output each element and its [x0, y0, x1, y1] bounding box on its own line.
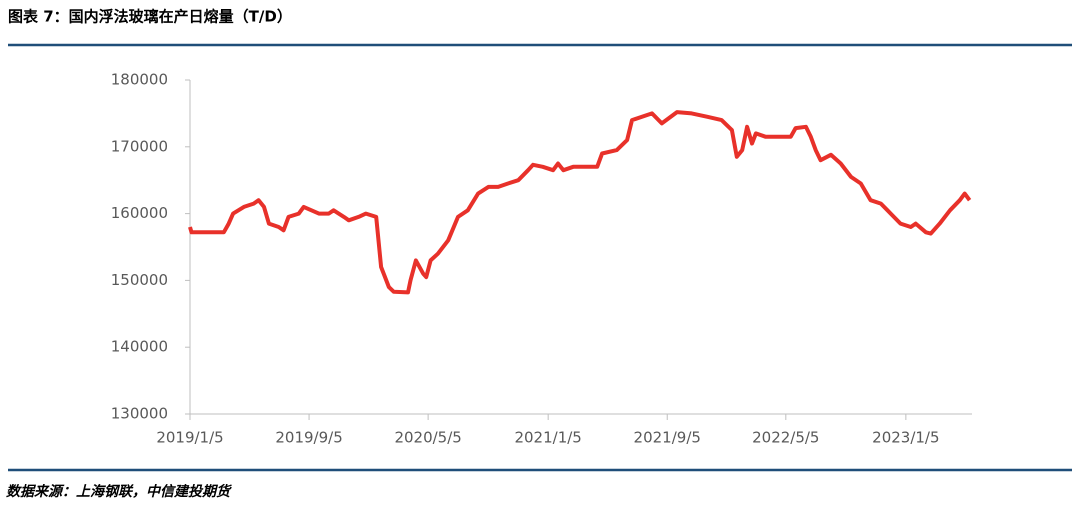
chart-title: 图表 7：国内浮法玻璃在产日熔量（T/D）: [8, 8, 292, 26]
y-tick-label: 130000: [111, 405, 168, 423]
x-tick-label: 2019/9/5: [275, 429, 342, 447]
x-tick-label: 2021/9/5: [634, 429, 701, 447]
y-tick-label: 160000: [111, 204, 168, 222]
y-tick-label: 150000: [111, 271, 168, 289]
x-tick-label: 2023/1/5: [872, 429, 939, 447]
data-line: [188, 110, 972, 295]
y-tick-label: 180000: [111, 71, 168, 89]
x-tick-label: 2022/5/5: [752, 429, 819, 447]
x-tick-label: 2021/1/5: [514, 429, 581, 447]
x-tick-label: 2019/1/5: [156, 429, 223, 447]
y-tick-label: 170000: [111, 137, 168, 155]
x-tick-label: 2020/5/5: [394, 429, 461, 447]
source-note: 数据来源：上海钢联，中信建投期货: [6, 483, 232, 500]
y-tick-label: 140000: [111, 338, 168, 356]
